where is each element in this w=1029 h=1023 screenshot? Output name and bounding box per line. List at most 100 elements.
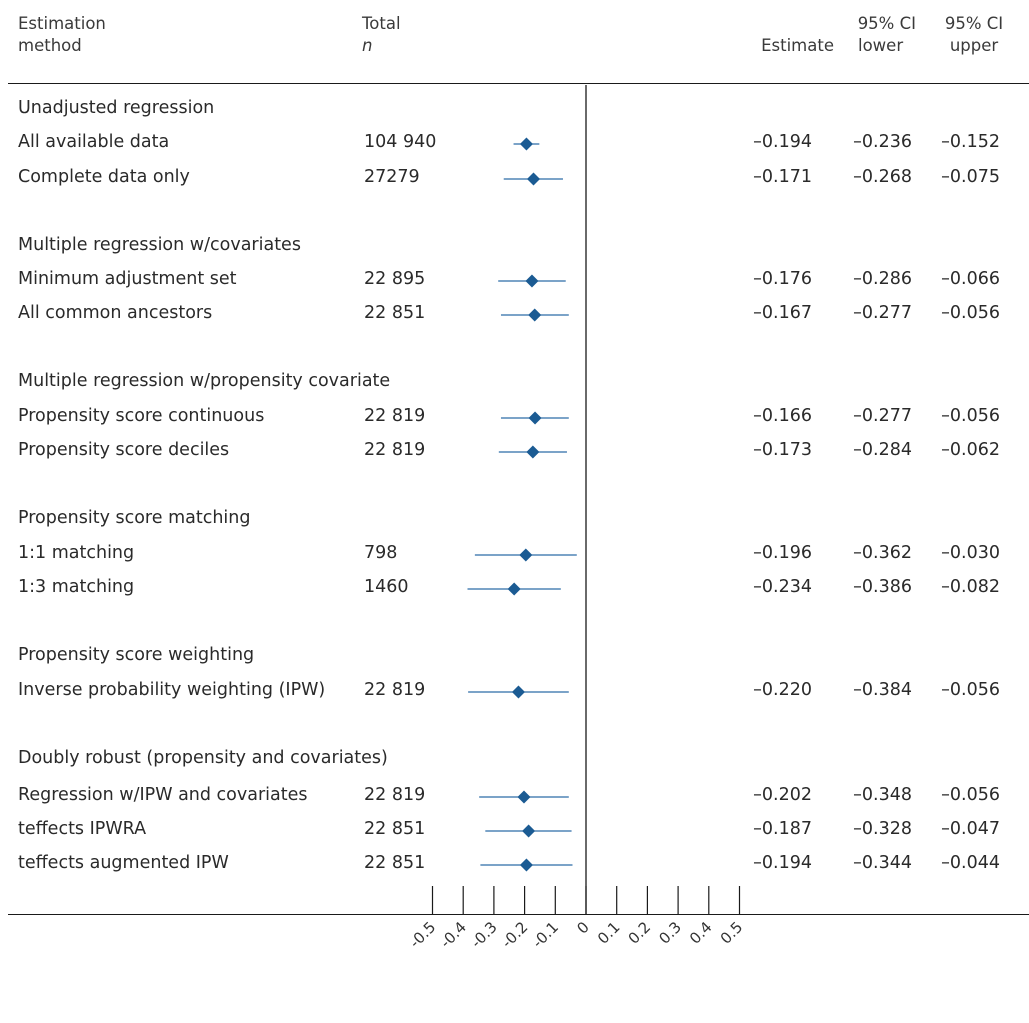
x-axis-tick-label: 0.1 [594, 918, 624, 948]
estimate-value: –0.220 [753, 680, 812, 700]
ci-upper-value: –0.066 [941, 269, 1000, 289]
method-label: Inverse probability weighting (IPW) [18, 680, 326, 700]
estimate-marker [519, 548, 533, 562]
ci-lower-value: –0.344 [853, 853, 912, 873]
estimate-marker [526, 445, 540, 459]
ci-lower-value: –0.236 [853, 132, 912, 152]
x-axis-tick-label: 0.5 [717, 918, 747, 948]
estimate-value: –0.196 [753, 543, 812, 563]
ci-upper-value: –0.030 [941, 543, 1000, 563]
ci-lower-value: –0.328 [853, 819, 912, 839]
ci-lower-value: –0.348 [853, 785, 912, 805]
estimate-marker [528, 411, 542, 425]
sample-size: 27279 [364, 167, 420, 187]
x-axis-tick-label: -0.1 [529, 918, 562, 951]
sample-size: 22 819 [364, 785, 426, 805]
method-column-header: Estimation method [18, 13, 106, 57]
method-label: Complete data only [18, 167, 190, 187]
ci-upper-value: –0.062 [941, 440, 1000, 460]
x-axis-tick-label: 0.2 [625, 918, 655, 948]
estimate-value: –0.173 [753, 440, 812, 460]
x-axis-tick-label: -0.3 [467, 918, 500, 951]
header-rule [8, 83, 1029, 84]
ci-lower-value: –0.284 [853, 440, 912, 460]
method-label: 1:3 matching [18, 577, 135, 597]
ci-upper-value: –0.056 [941, 785, 1000, 805]
method-label: Propensity score continuous [18, 406, 265, 426]
group-heading: Multiple regression w/propensity covaria… [18, 371, 391, 391]
n-header-line-2: n [362, 36, 373, 55]
estimate-marker [525, 274, 539, 288]
estimate-marker [519, 858, 533, 872]
x-axis-tick-label: 0.3 [655, 918, 685, 948]
ci-upper-value: –0.056 [941, 680, 1000, 700]
x-axis-tick-label: 0.4 [686, 918, 716, 948]
method-label: Regression w/IPW and covariates [18, 785, 308, 805]
estimate-value: –0.171 [753, 167, 812, 187]
estimate-value: –0.187 [753, 819, 812, 839]
n-header-line-1: Total [362, 14, 401, 33]
ci-upper-value: –0.056 [941, 303, 1000, 323]
estimate-value: –0.166 [753, 406, 812, 426]
method-label: All common ancestors [18, 303, 213, 323]
estimate-column-header: Estimate [761, 36, 834, 55]
method-label: 1:1 matching [18, 543, 135, 563]
ci-lower-value: –0.384 [853, 680, 912, 700]
ci-lower-value: –0.277 [853, 406, 912, 426]
sample-size: 22 819 [364, 680, 426, 700]
estimate-value: –0.194 [753, 132, 812, 152]
estimate-marker [528, 308, 542, 322]
ci-upper-value: –0.075 [941, 167, 1000, 187]
method-header-line-2: method [18, 36, 82, 55]
estimate-value: –0.202 [753, 785, 812, 805]
ci-upper-value: –0.152 [941, 132, 1000, 152]
estimate-value: –0.167 [753, 303, 812, 323]
ci-lower-header-line-1: 95% CI [857, 14, 916, 33]
method-label: teffects IPWRA [18, 819, 147, 839]
estimate-value: –0.194 [753, 853, 812, 873]
estimate-value: –0.234 [753, 577, 812, 597]
ci-upper-value: –0.082 [941, 577, 1000, 597]
ci-lower-column-header: 95% CI lower [850, 13, 920, 57]
x-axis-tick-label: -0.4 [437, 918, 470, 951]
ci-lower-header-line-2: lower [858, 36, 904, 55]
sample-size: 22 851 [364, 853, 426, 873]
x-axis-tick-label: -0.2 [498, 918, 531, 951]
sample-size: 22 819 [364, 440, 426, 460]
ci-upper-value: –0.056 [941, 406, 1000, 426]
estimate-marker [511, 685, 525, 699]
ci-upper-value: –0.047 [941, 819, 1000, 839]
group-heading: Unadjusted regression [18, 98, 215, 118]
ci-lower-value: –0.386 [853, 577, 912, 597]
sample-size: 22 851 [364, 303, 426, 323]
estimate-value: –0.176 [753, 269, 812, 289]
method-label: Propensity score deciles [18, 440, 230, 460]
method-label: Minimum adjustment set [18, 269, 237, 289]
estimate-marker [519, 137, 533, 151]
ci-lower-value: –0.277 [853, 303, 912, 323]
ci-upper-header-line-2: upper [949, 36, 999, 55]
group-heading: Doubly robust (propensity and covariates… [18, 748, 388, 768]
sample-size: 104 940 [364, 132, 437, 152]
method-label: teffects augmented IPW [18, 853, 229, 873]
ci-upper-value: –0.044 [941, 853, 1000, 873]
estimate-marker [517, 790, 531, 804]
sample-size: 22 851 [364, 819, 426, 839]
method-header-line-1: Estimation [18, 14, 106, 33]
estimate-marker [507, 582, 521, 596]
group-heading: Propensity score matching [18, 508, 251, 528]
method-label: All available data [18, 132, 170, 152]
sample-size: 22 895 [364, 269, 426, 289]
ci-upper-column-header: 95% CI upper [938, 13, 1010, 57]
axis-rule [8, 914, 1029, 915]
group-heading: Multiple regression w/covariates [18, 235, 301, 255]
estimate-marker [522, 824, 536, 838]
n-column-header: Total n [362, 13, 401, 57]
group-heading: Propensity score weighting [18, 645, 255, 665]
x-axis-tick-label: -0.5 [406, 918, 439, 951]
estimate-marker [527, 172, 541, 186]
sample-size: 1460 [364, 577, 409, 597]
sample-size: 22 819 [364, 406, 426, 426]
